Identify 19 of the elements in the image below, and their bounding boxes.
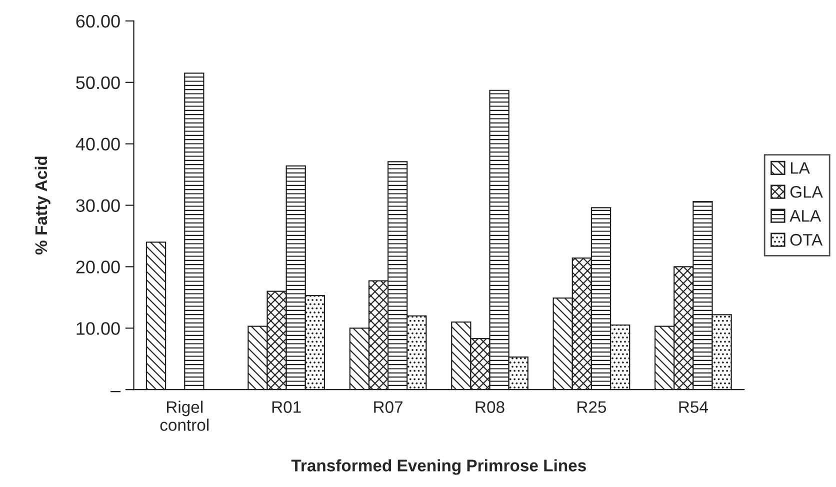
y-axis-title: % Fatty Acid [34,156,50,255]
legend-label: OTA [790,234,823,246]
y-tick-label: 10.00 [76,322,120,335]
y-tick-label: 30.00 [76,199,120,212]
y-tick-label: 50.00 [76,76,120,90]
legend-label: GLA [790,186,823,198]
legend-label: LA [790,162,810,174]
x-axis-title: Transformed Evening Primrose Lines [291,459,586,475]
y-tick-label: 60.00 [76,14,120,28]
y-tick-label: 20.00 [76,260,120,274]
x-tick-label: R54 [679,401,708,413]
x-tick-label: R07 [374,401,402,413]
x-tick-label: R25 [578,401,606,413]
y-tick-label: – [110,390,121,392]
x-tick-label: R01 [272,401,301,413]
legend-label: ALA [790,210,822,222]
y-tick-label: 40.00 [76,138,120,151]
x-tick-label: R08 [476,401,504,413]
x-tick-label: Rigel control [160,400,209,431]
